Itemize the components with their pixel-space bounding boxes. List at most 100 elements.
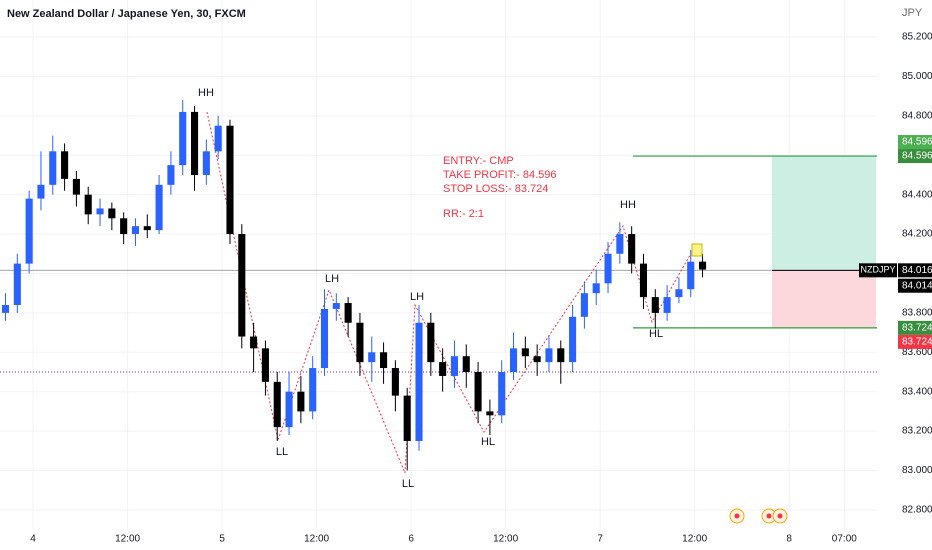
x-tick-label: 4: [30, 534, 36, 545]
candle-body: [427, 322, 435, 363]
candle-body: [509, 348, 518, 372]
candle-body: [391, 368, 399, 396]
note: TAKE PROFIT:- 84.596: [443, 169, 557, 181]
x-tick-label: 5: [219, 534, 225, 545]
price-tag-text: 84.014: [902, 280, 932, 291]
candle-body: [214, 125, 222, 152]
x-tick-label: 6: [408, 534, 414, 545]
candle-body: [297, 391, 305, 412]
candle-body: [639, 263, 648, 298]
candle-body: [521, 348, 529, 357]
price-tag-text: 83.724: [902, 322, 932, 333]
highlight-box: [691, 243, 703, 257]
candle-body: [108, 208, 116, 219]
swing-label: LL: [402, 478, 414, 490]
note: ENTRY:- CMP: [443, 155, 514, 167]
candle-body: [439, 362, 447, 376]
price-tag: [898, 334, 932, 349]
candle-body: [557, 348, 565, 363]
loss-zone: [772, 270, 876, 328]
candle-body: [238, 234, 246, 337]
candle-body: [167, 165, 175, 185]
event-dot: [766, 513, 772, 519]
candle-body: [592, 283, 600, 294]
candle-body: [226, 125, 234, 235]
x-tick-label: 7: [597, 534, 603, 545]
candle-body: [403, 395, 411, 441]
swing-label: HL: [649, 328, 663, 340]
x-tick-label: 12:00: [304, 534, 329, 545]
note: STOP LOSS:- 83.724: [443, 183, 548, 195]
chart-title: New Zealand Dollar / Japanese Yen, 30, F…: [7, 8, 246, 20]
candle-body: [96, 208, 104, 215]
candle-body: [273, 381, 281, 428]
price-tag: [898, 135, 932, 150]
candle-body: [13, 263, 21, 305]
candle-body: [415, 322, 423, 441]
y-tick-label: 85.000: [902, 71, 932, 82]
x-tick-label: 12:00: [115, 534, 140, 545]
price-tag: [898, 263, 932, 278]
event-dot: [777, 513, 783, 519]
candle-body: [533, 356, 541, 363]
y-tick-label: 84.400: [902, 189, 932, 200]
candle-body: [155, 184, 163, 231]
candle-body: [486, 411, 494, 416]
candle-body: [37, 184, 45, 199]
y-tick-label: 85.200: [902, 32, 932, 43]
candle-body: [131, 226, 140, 235]
y-tick-label: 84.200: [902, 229, 932, 240]
swing-label: LL: [276, 446, 288, 458]
note: RR:- 2:1: [443, 208, 484, 220]
candle-body: [309, 368, 317, 412]
candle-body: [179, 111, 187, 166]
candle-body: [72, 178, 80, 195]
candle-body: [84, 194, 92, 215]
candle-body: [202, 151, 210, 175]
labels: 82.800 83.000 83.200 83.400 83.600 83.800 84.0…: [30, 32, 932, 545]
y-tick-label: 83.600: [902, 347, 932, 358]
y-tick-label: 83.000: [902, 465, 932, 476]
candle-body: [687, 261, 695, 290]
candle-body: [344, 303, 352, 323]
price-tag-text: 84.596: [902, 137, 932, 148]
swing-label: LH: [325, 273, 339, 285]
price-tag: [898, 320, 932, 335]
candle-body: [332, 303, 340, 309]
candle-body: [616, 234, 624, 254]
candle-body: [628, 234, 636, 264]
x-tick-label: 12:00: [493, 534, 518, 545]
candles: [1, 100, 707, 471]
candle-body: [380, 352, 388, 369]
candle-body: [320, 308, 329, 369]
event-icons: [729, 508, 788, 524]
y-tick-label: 83.400: [902, 386, 932, 397]
y-tick-label: 83.800: [902, 308, 932, 319]
x-tick-label: 07:00: [832, 534, 857, 545]
candle-body: [498, 371, 506, 416]
symbol-tag-text: NZDJPY: [860, 265, 895, 275]
swing-label: HH: [198, 87, 214, 99]
candle-body: [250, 336, 258, 349]
candle-body: [120, 218, 128, 235]
y-tick-label: 83.200: [902, 426, 932, 437]
swing-label: HH: [620, 199, 636, 211]
candle-body: [699, 261, 707, 270]
candle-body: [569, 316, 577, 363]
price-tag: [898, 278, 932, 293]
candle-body: [61, 151, 69, 179]
candle-body: [604, 253, 612, 284]
candle-body: [285, 391, 293, 428]
y-tick-label: 84.800: [902, 110, 932, 121]
event-dot: [734, 513, 740, 519]
position-tool: [0, 155, 877, 373]
candle-body: [675, 289, 683, 298]
swing-label: LH: [410, 291, 424, 303]
currency-label: JPY: [902, 7, 923, 19]
candle-body: [462, 356, 470, 372]
candle-body: [368, 352, 376, 363]
candle-body: [356, 322, 364, 363]
price-tag-text: 83.724: [902, 336, 932, 347]
candle-body: [545, 348, 553, 363]
candle-body: [190, 111, 199, 175]
